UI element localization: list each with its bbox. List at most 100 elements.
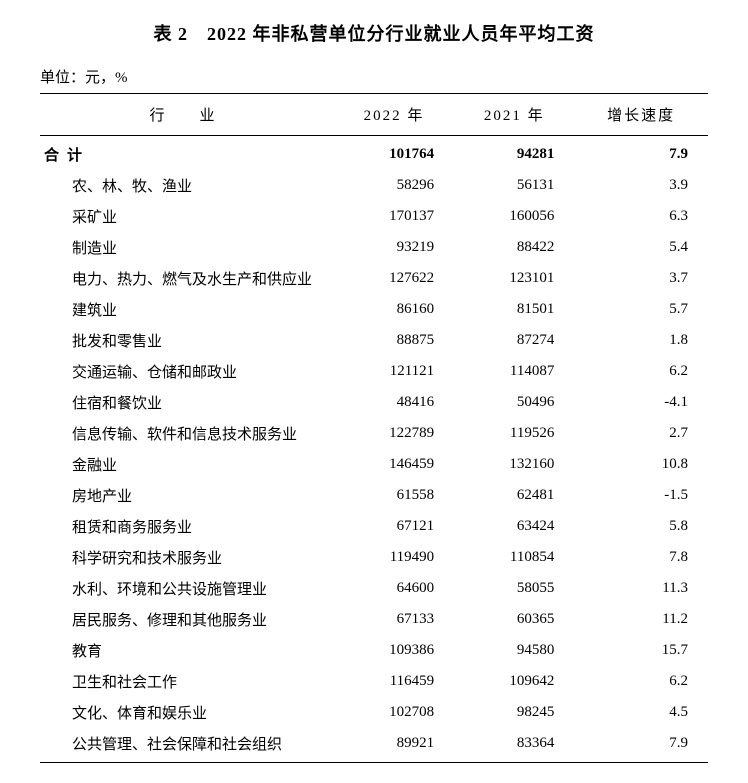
row-2021: 83364 — [454, 728, 574, 763]
row-label: 信息传输、软件和信息技术服务业 — [40, 418, 334, 449]
row-growth: 15.7 — [574, 635, 708, 666]
table-row: 批发和零售业88875872741.8 — [40, 325, 708, 356]
row-2022: 116459 — [334, 666, 454, 697]
row-growth: 5.8 — [574, 511, 708, 542]
row-growth: 11.3 — [574, 573, 708, 604]
row-2022: 89921 — [334, 728, 454, 763]
row-label: 建筑业 — [40, 294, 334, 325]
row-2022: 102708 — [334, 697, 454, 728]
row-2021: 160056 — [454, 201, 574, 232]
table-title: 表 2 2022 年非私营单位分行业就业人员年平均工资 — [40, 20, 708, 46]
table-row: 农、林、牧、渔业58296561313.9 — [40, 170, 708, 201]
table-row: 采矿业1701371600566.3 — [40, 201, 708, 232]
row-growth: 1.8 — [574, 325, 708, 356]
row-growth: 2.7 — [574, 418, 708, 449]
row-2021: 132160 — [454, 449, 574, 480]
row-2021: 94580 — [454, 635, 574, 666]
total-label: 合计 — [40, 136, 334, 171]
table-row: 居民服务、修理和其他服务业671336036511.2 — [40, 604, 708, 635]
row-growth: 3.9 — [574, 170, 708, 201]
row-label: 电力、热力、燃气及水生产和供应业 — [40, 263, 334, 294]
row-2022: 170137 — [334, 201, 454, 232]
row-growth: 7.8 — [574, 542, 708, 573]
row-2022: 48416 — [334, 387, 454, 418]
table-row: 租赁和商务服务业67121634245.8 — [40, 511, 708, 542]
unit-label: 单位：元，% — [40, 66, 708, 87]
row-2021: 62481 — [454, 480, 574, 511]
row-2021: 88422 — [454, 232, 574, 263]
wage-table: 行 业 2022 年 2021 年 增长速度 合计 101764 94281 7… — [40, 93, 708, 763]
table-header-row: 行 业 2022 年 2021 年 增长速度 — [40, 94, 708, 136]
row-2021: 56131 — [454, 170, 574, 201]
row-2022: 109386 — [334, 635, 454, 666]
row-growth: 6.2 — [574, 356, 708, 387]
row-label: 采矿业 — [40, 201, 334, 232]
row-2022: 67121 — [334, 511, 454, 542]
row-2022: 64600 — [334, 573, 454, 604]
row-2022: 88875 — [334, 325, 454, 356]
row-2021: 110854 — [454, 542, 574, 573]
row-label: 房地产业 — [40, 480, 334, 511]
table-total-row: 合计 101764 94281 7.9 — [40, 136, 708, 171]
header-2021: 2021 年 — [454, 94, 574, 136]
table-body: 合计 101764 94281 7.9 农、林、牧、渔业58296561313.… — [40, 136, 708, 763]
row-2022: 86160 — [334, 294, 454, 325]
row-growth: 5.7 — [574, 294, 708, 325]
row-label: 批发和零售业 — [40, 325, 334, 356]
table-row: 科学研究和技术服务业1194901108547.8 — [40, 542, 708, 573]
table-row: 公共管理、社会保障和社会组织89921833647.9 — [40, 728, 708, 763]
row-label: 文化、体育和娱乐业 — [40, 697, 334, 728]
row-2021: 98245 — [454, 697, 574, 728]
row-2021: 50496 — [454, 387, 574, 418]
row-2021: 87274 — [454, 325, 574, 356]
header-2022: 2022 年 — [334, 94, 454, 136]
row-2022: 58296 — [334, 170, 454, 201]
row-2022: 127622 — [334, 263, 454, 294]
table-row: 金融业14645913216010.8 — [40, 449, 708, 480]
row-growth: 6.2 — [574, 666, 708, 697]
row-2022: 119490 — [334, 542, 454, 573]
row-growth: 6.3 — [574, 201, 708, 232]
table-row: 电力、热力、燃气及水生产和供应业1276221231013.7 — [40, 263, 708, 294]
row-2022: 122789 — [334, 418, 454, 449]
total-2021: 94281 — [454, 136, 574, 171]
header-industry: 行 业 — [40, 94, 334, 136]
row-growth: 3.7 — [574, 263, 708, 294]
row-2022: 67133 — [334, 604, 454, 635]
row-growth: 7.9 — [574, 728, 708, 763]
row-label: 租赁和商务服务业 — [40, 511, 334, 542]
table-row: 住宿和餐饮业4841650496-4.1 — [40, 387, 708, 418]
row-label: 水利、环境和公共设施管理业 — [40, 573, 334, 604]
row-2022: 121121 — [334, 356, 454, 387]
row-label: 公共管理、社会保障和社会组织 — [40, 728, 334, 763]
row-growth: 11.2 — [574, 604, 708, 635]
table-row: 建筑业86160815015.7 — [40, 294, 708, 325]
table-row: 房地产业6155862481-1.5 — [40, 480, 708, 511]
row-2021: 123101 — [454, 263, 574, 294]
row-growth: -4.1 — [574, 387, 708, 418]
header-growth: 增长速度 — [574, 94, 708, 136]
total-growth: 7.9 — [574, 136, 708, 171]
row-label: 卫生和社会工作 — [40, 666, 334, 697]
row-2021: 81501 — [454, 294, 574, 325]
row-2021: 58055 — [454, 573, 574, 604]
row-2021: 109642 — [454, 666, 574, 697]
row-label: 居民服务、修理和其他服务业 — [40, 604, 334, 635]
table-row: 交通运输、仓储和邮政业1211211140876.2 — [40, 356, 708, 387]
table-row: 卫生和社会工作1164591096426.2 — [40, 666, 708, 697]
row-label: 交通运输、仓储和邮政业 — [40, 356, 334, 387]
row-2021: 63424 — [454, 511, 574, 542]
row-label: 科学研究和技术服务业 — [40, 542, 334, 573]
row-2022: 93219 — [334, 232, 454, 263]
row-growth: 5.4 — [574, 232, 708, 263]
row-label: 教育 — [40, 635, 334, 666]
table-row: 制造业93219884225.4 — [40, 232, 708, 263]
row-growth: 10.8 — [574, 449, 708, 480]
row-growth: -1.5 — [574, 480, 708, 511]
table-row: 水利、环境和公共设施管理业646005805511.3 — [40, 573, 708, 604]
row-label: 金融业 — [40, 449, 334, 480]
row-2021: 60365 — [454, 604, 574, 635]
table-row: 文化、体育和娱乐业102708982454.5 — [40, 697, 708, 728]
row-2022: 146459 — [334, 449, 454, 480]
row-2021: 114087 — [454, 356, 574, 387]
